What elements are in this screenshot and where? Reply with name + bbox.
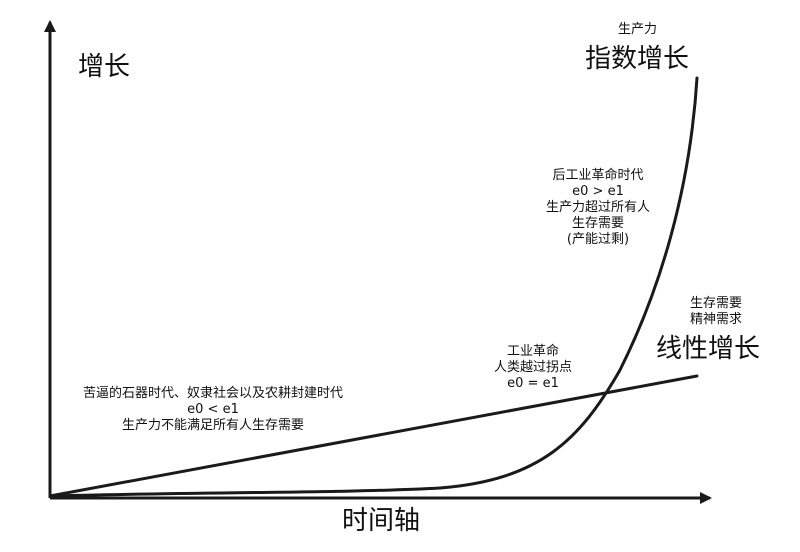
- linear-growth-title: 线性增长: [656, 334, 761, 364]
- industrial-note-line: e0 = e1: [507, 376, 559, 391]
- linear-growth-notes: 生存需要 精神需求: [676, 296, 756, 328]
- post-industrial-notes: 后工业革命时代 e0 > e1 生产力超过所有人 生存需要 (产能过剩): [538, 168, 658, 248]
- post-industrial-note-line: 生产力超过所有人: [545, 200, 650, 215]
- pre-industrial-note-line: e0 < e1: [187, 402, 239, 417]
- productivity-note: 生产力: [618, 22, 658, 37]
- post-industrial-note-line: e0 > e1: [572, 184, 624, 199]
- linear-note-line: 生存需要: [689, 296, 742, 311]
- linear-growth-line: [48, 374, 699, 498]
- exponential-growth-curve: [48, 76, 699, 498]
- exponential-growth-title: 指数增长: [585, 44, 690, 74]
- post-industrial-note-line: 生存需要: [571, 216, 624, 231]
- y-axis-label: 增长: [78, 52, 131, 82]
- linear-note-line: 精神需求: [689, 312, 742, 327]
- pre-industrial-note-line: 苦逼的石器时代、奴隶社会以及农耕封建时代: [82, 386, 343, 401]
- x-axis-label: 时间轴: [342, 506, 421, 536]
- industrial-note-line: 工业革命: [506, 344, 559, 359]
- pre-industrial-notes: 苦逼的石器时代、奴隶社会以及农耕封建时代 e0 < e1 生产力不能满足所有人生…: [58, 386, 368, 434]
- industrial-revolution-notes: 工业革命 人类越过拐点 e0 = e1: [478, 344, 588, 392]
- post-industrial-note-line: (产能过剩): [566, 232, 630, 247]
- industrial-note-line: 人类越过拐点: [493, 360, 572, 375]
- pre-industrial-note-line: 生产力不能满足所有人生存需要: [121, 418, 304, 433]
- post-industrial-note-line: 后工业革命时代: [552, 168, 644, 183]
